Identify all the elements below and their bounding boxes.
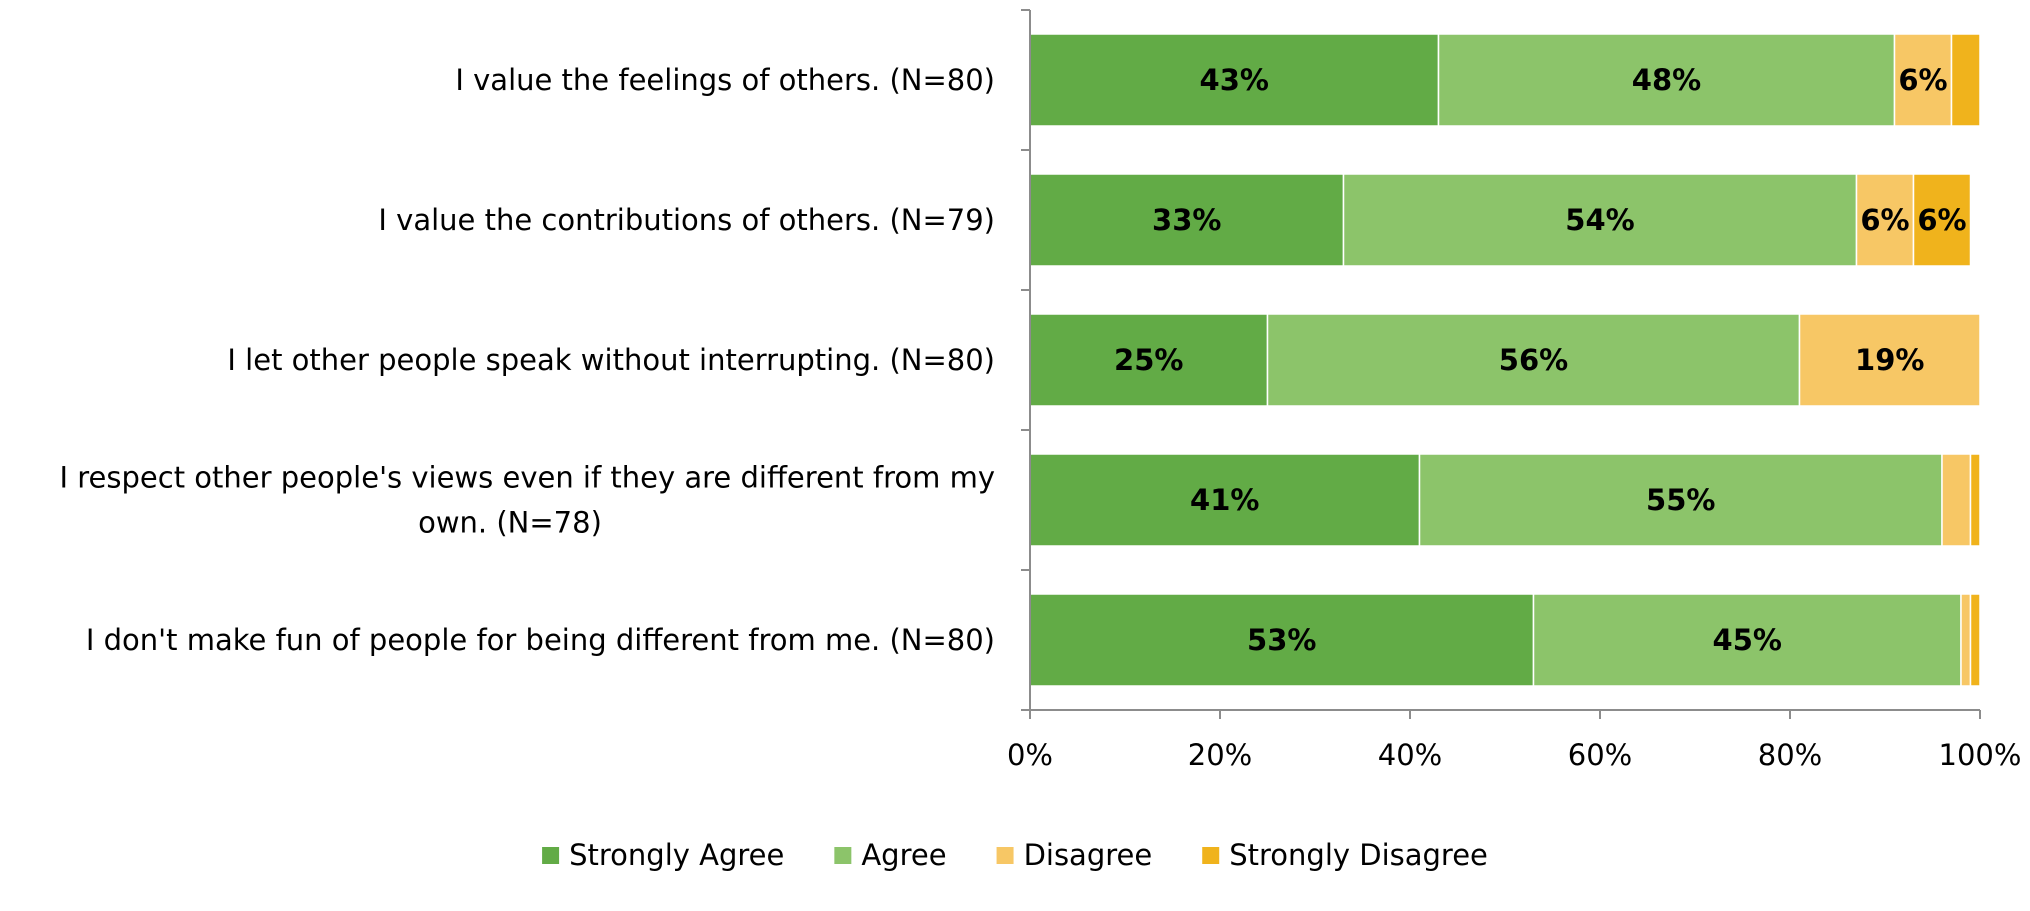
data-label: 45% [1713, 623, 1782, 657]
category-label: I don't make fun of people for being dif… [86, 623, 995, 657]
data-label: 6% [1898, 63, 1947, 97]
legend-label: Strongly Agree [569, 838, 784, 872]
bar-segment [1029, 593, 1535, 687]
bar-segment [1950, 33, 1981, 127]
bar-segment [1029, 173, 1345, 267]
data-label: 55% [1646, 483, 1715, 517]
x-tick-label: 60% [1568, 738, 1632, 772]
data-label: 54% [1565, 203, 1634, 237]
bar-segment [1342, 173, 1858, 267]
data-label: 43% [1200, 63, 1269, 97]
bar-segment [1912, 173, 1972, 267]
legend-swatch [542, 847, 560, 864]
legend-label: Strongly Disagree [1229, 838, 1488, 872]
legend-swatch [834, 847, 852, 864]
bar-segment [1418, 453, 1943, 547]
data-label: 53% [1247, 623, 1316, 657]
x-tick-label: 40% [1378, 738, 1442, 772]
data-labels-layer: 43% 48% 6%33% 54% 6% 6%25% 56% 19%41% 55%53% 45% [1114, 63, 1967, 657]
legend-swatch [996, 847, 1014, 864]
bar-segment [1969, 453, 1981, 547]
data-label: 41% [1190, 483, 1259, 517]
data-label: 6% [1917, 203, 1966, 237]
data-label: 19% [1855, 343, 1924, 377]
data-label: 48% [1632, 63, 1701, 97]
legend-label: Disagree [1024, 838, 1153, 872]
data-label: 33% [1152, 203, 1221, 237]
data-label: 25% [1114, 343, 1183, 377]
x-tick-label: 20% [1188, 738, 1252, 772]
x-tick-label: 80% [1758, 738, 1822, 772]
category-label: I respect other people's views even if t… [60, 461, 996, 540]
bar-segment [1029, 453, 1421, 547]
bar-segment [1029, 33, 1440, 127]
bar-segment [1960, 593, 1972, 687]
category-label: I value the contributions of others. (N=… [378, 203, 995, 237]
category-label: I let other people speak without interru… [227, 343, 995, 377]
bar-segment [1969, 593, 1981, 687]
axes-layer: 0% 20% 40% 60% 80% 100% [1007, 9, 2022, 772]
legend-label: Agree [861, 838, 946, 872]
legend: Strongly Agree Agree Disagree Strongly Disa… [542, 838, 1488, 872]
x-tick-label: 100% [1939, 738, 2022, 772]
legend-swatch [1202, 847, 1220, 864]
bar-segment [1855, 173, 1915, 267]
data-label: 56% [1499, 343, 1568, 377]
bar-segment [1798, 313, 1981, 407]
bar-segment [1941, 453, 1972, 547]
bar-segment [1266, 313, 1801, 407]
category-label: I value the feelings of others. (N=80) [455, 63, 995, 97]
x-tick-label: 0% [1007, 738, 1053, 772]
bar-segment [1893, 33, 1953, 127]
bar-segment [1437, 33, 1896, 127]
bars-layer [1029, 33, 1981, 687]
category-labels-layer: I value the feelings of others. (N=80) I … [60, 63, 996, 657]
data-label: 6% [1860, 203, 1909, 237]
